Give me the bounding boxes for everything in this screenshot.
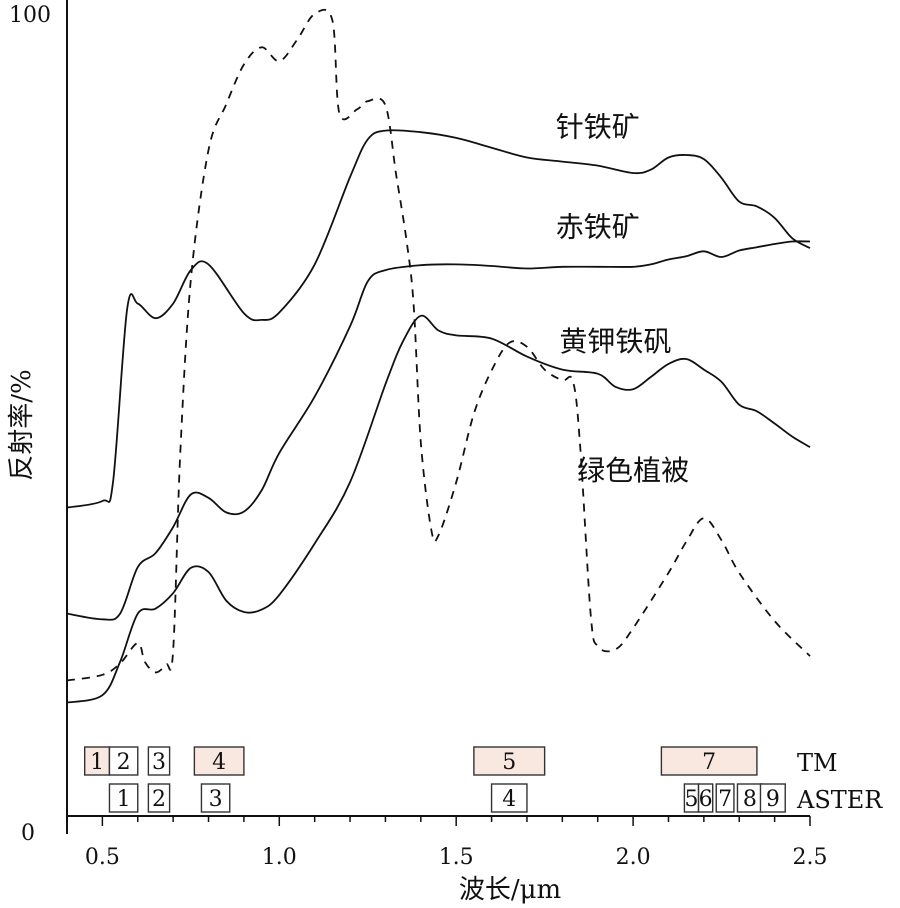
aster-band-box	[200, 783, 231, 813]
aster-band-box	[759, 783, 786, 813]
vegetation-curve	[66, 8, 811, 682]
tm-band-label: 2	[117, 750, 131, 775]
jarosite-curve	[66, 314, 811, 704]
tm-band-box	[660, 746, 758, 776]
x-tick-label: 2.0	[616, 845, 651, 870]
curve-label: 赤铁矿	[556, 211, 640, 244]
tm-band-label: 4	[212, 750, 226, 775]
sensor-bands: 1 2 3 4 5 7 TM1 2 3 4 5 6 7 8 9 ASTER	[83, 746, 883, 814]
tm-band-box	[108, 746, 139, 776]
sensor-label-tm: TM	[797, 749, 838, 777]
tm-band-box	[193, 746, 245, 776]
tm-band-label: 1	[90, 750, 104, 775]
aster-band-label: 8	[743, 787, 757, 812]
x-tick-label: 1.0	[262, 845, 297, 870]
y-tick-label-100: 100	[9, 3, 51, 28]
curve-label: 绿色植被	[577, 454, 689, 487]
tm-band-label: 7	[702, 750, 716, 775]
aster-band-label: 7	[718, 787, 732, 812]
axes	[66, 0, 810, 834]
x-axis-title: 波长/μm	[459, 875, 561, 905]
aster-band-label: 5	[684, 787, 698, 812]
aster-band-label: 6	[699, 787, 713, 812]
aster-band-label: 4	[502, 787, 516, 812]
x-tick-label: 2.5	[793, 845, 828, 870]
aster-band-box	[108, 783, 139, 813]
tm-band-box	[147, 746, 171, 776]
spectral-curves	[66, 8, 811, 704]
aster-band-box	[147, 783, 171, 813]
x-tick-label: 0.5	[85, 845, 120, 870]
curve-label: 黄钾铁矾	[559, 325, 671, 358]
y-tick-label-0: 0	[21, 821, 35, 846]
tm-band-label: 3	[152, 750, 166, 775]
sensor-label-aster: ASTER	[796, 786, 883, 814]
aster-band-label: 1	[117, 787, 131, 812]
tm-band-box	[83, 746, 111, 776]
hematite-curve	[66, 240, 811, 621]
aster-band-label: 3	[209, 787, 223, 812]
tm-band-label: 5	[502, 750, 516, 775]
aster-band-box	[490, 783, 528, 813]
goethite-curve	[66, 129, 811, 509]
aster-band-label: 9	[766, 787, 780, 812]
y-axis-title: 反射率/%	[7, 369, 37, 480]
tm-band-box	[473, 746, 546, 776]
x-tick-label: 1.5	[439, 845, 474, 870]
aster-band-label: 2	[152, 787, 166, 812]
x-ticks: 0.5 1.0 1.5 2.0 2.5	[66, 816, 828, 870]
curve-label: 针铁矿	[556, 110, 640, 143]
aster-band-box	[715, 783, 735, 813]
aster-band-box	[697, 783, 714, 813]
